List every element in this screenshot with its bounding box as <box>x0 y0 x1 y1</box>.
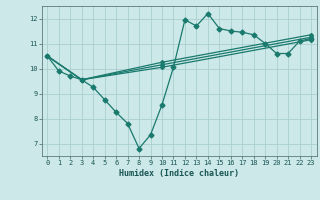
X-axis label: Humidex (Indice chaleur): Humidex (Indice chaleur) <box>119 169 239 178</box>
